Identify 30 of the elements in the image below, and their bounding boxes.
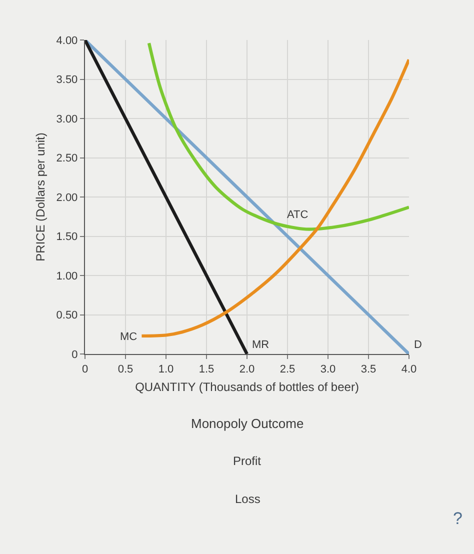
x-tick-label: 0.5 bbox=[118, 363, 134, 376]
x-tick-label: 3.0 bbox=[320, 363, 336, 376]
x-tick-label: 0 bbox=[82, 363, 88, 376]
y-tick-label: 0.50 bbox=[56, 310, 78, 322]
text: Profit bbox=[233, 454, 262, 468]
text: Monopoly Outcome bbox=[191, 416, 304, 431]
line-series bbox=[147, 42, 409, 231]
y-tick-label: 2.50 bbox=[56, 152, 78, 165]
y-tick-label: 1.50 bbox=[56, 231, 78, 244]
text: ? bbox=[453, 509, 462, 528]
x-tick-label: 1.0 bbox=[158, 363, 174, 376]
y-tick-label: 4.00 bbox=[56, 34, 78, 47]
y-axis-title: PRICE (Dollars per unit) bbox=[34, 132, 48, 262]
text: Loss bbox=[235, 492, 260, 506]
y-tick-label: 3.00 bbox=[56, 113, 78, 126]
series-label: ATC bbox=[287, 209, 308, 221]
series-label: MR bbox=[252, 339, 270, 351]
y-tick-label: 0 bbox=[72, 348, 78, 361]
series-label: MC bbox=[120, 331, 138, 343]
x-tick-label: 1.5 bbox=[198, 363, 214, 376]
x-tick-label: 2.5 bbox=[280, 363, 296, 376]
x-axis-title: QUANTITY (Thousands of bottles of beer) bbox=[135, 380, 359, 394]
series-label: D bbox=[414, 339, 422, 351]
y-tick-label: 2.00 bbox=[56, 192, 78, 204]
x-tick-label: 2.0 bbox=[239, 363, 255, 376]
y-tick-label: 1.00 bbox=[56, 270, 78, 282]
line-series bbox=[140, 58, 409, 338]
x-tick-label: 4.0 bbox=[401, 363, 417, 376]
y-tick-label: 3.50 bbox=[56, 74, 78, 86]
x-tick-label: 3.5 bbox=[360, 363, 376, 376]
